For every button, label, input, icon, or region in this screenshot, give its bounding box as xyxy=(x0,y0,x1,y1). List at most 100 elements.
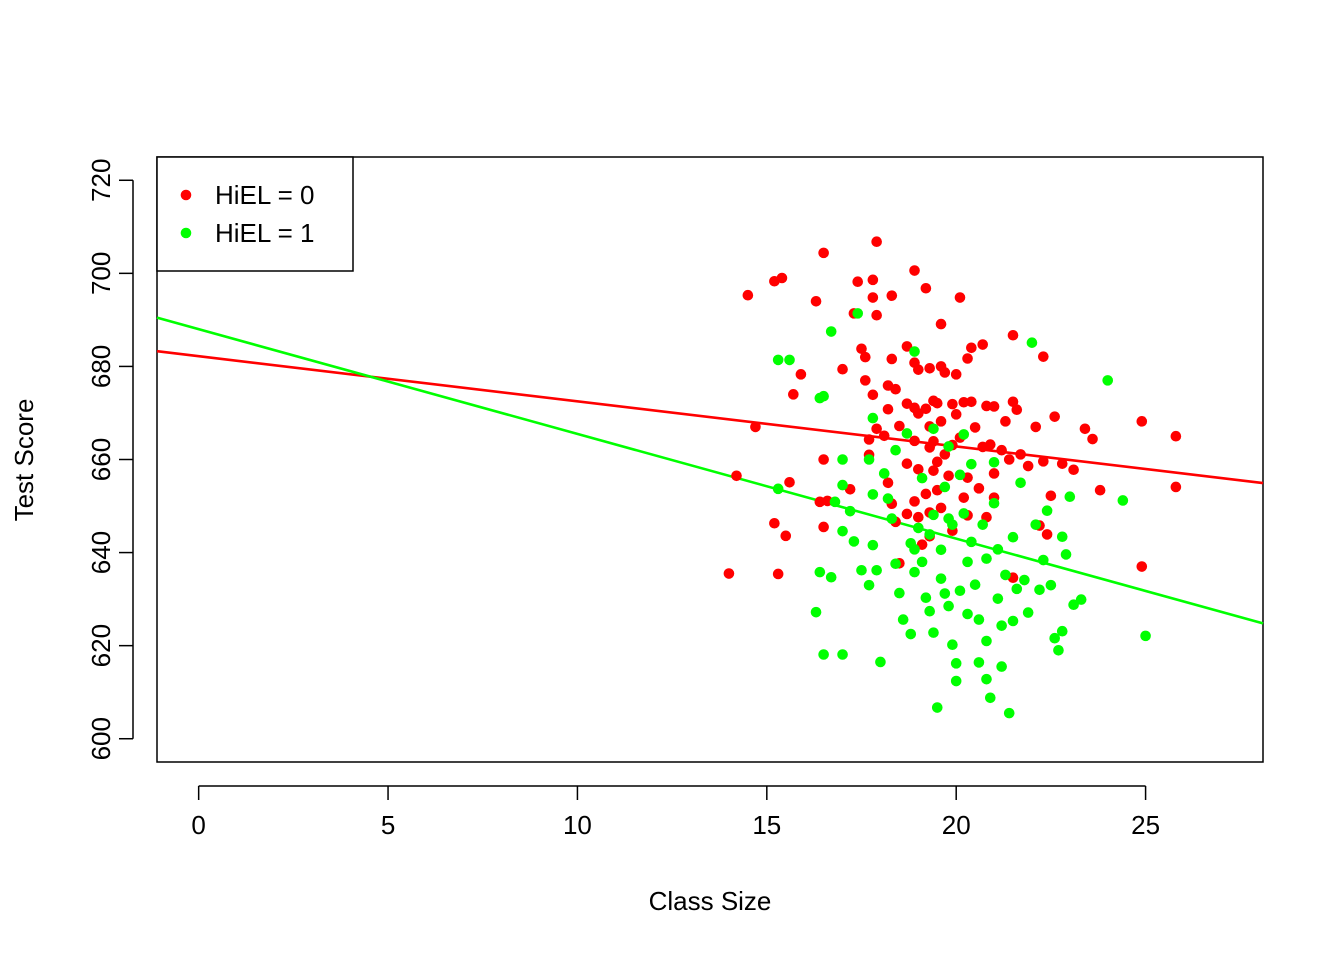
data-point xyxy=(1038,351,1049,362)
data-point xyxy=(950,658,962,669)
data-point xyxy=(1007,615,1019,627)
data-point xyxy=(954,585,966,597)
data-point xyxy=(788,389,799,400)
x-tick-label: 5 xyxy=(381,810,395,840)
data-point xyxy=(1140,630,1151,642)
data-point xyxy=(988,468,1000,479)
data-point xyxy=(992,544,1004,555)
data-point xyxy=(969,422,981,433)
data-point xyxy=(984,439,996,450)
data-point xyxy=(890,558,901,570)
data-point xyxy=(780,530,792,542)
data-point xyxy=(909,435,920,447)
data-point xyxy=(958,429,970,440)
data-point xyxy=(1041,529,1053,540)
data-point xyxy=(973,614,985,625)
data-point xyxy=(954,469,966,481)
regression-line xyxy=(156,316,1264,625)
data-point xyxy=(913,522,924,534)
y-axis-label: Test Score xyxy=(9,399,39,522)
data-point xyxy=(1045,490,1057,502)
data-point xyxy=(723,568,735,579)
data-point xyxy=(818,521,829,533)
data-point xyxy=(894,587,905,599)
data-point xyxy=(935,502,947,514)
data-point xyxy=(1000,416,1011,427)
data-point xyxy=(1094,484,1106,496)
data-point xyxy=(837,525,848,537)
data-point xyxy=(909,346,920,357)
data-point xyxy=(894,420,905,432)
data-point xyxy=(863,434,875,445)
legend-box xyxy=(156,156,354,272)
data-point xyxy=(916,472,928,484)
data-point xyxy=(909,265,920,276)
data-point xyxy=(818,247,829,259)
plot-frame xyxy=(156,156,1264,763)
data-point xyxy=(844,505,856,517)
fit-lines xyxy=(156,316,1264,625)
data-point xyxy=(1003,454,1015,465)
data-point xyxy=(935,416,947,427)
data-points xyxy=(723,236,1182,719)
regression-line xyxy=(156,349,1264,485)
data-point xyxy=(928,509,939,521)
data-point xyxy=(1053,645,1064,656)
data-point xyxy=(772,568,784,580)
data-point xyxy=(981,673,992,685)
data-point xyxy=(939,588,951,599)
data-point xyxy=(916,556,928,568)
data-point xyxy=(1170,430,1182,442)
data-point xyxy=(958,492,970,503)
data-point xyxy=(928,436,939,447)
data-point xyxy=(988,497,1000,509)
data-point xyxy=(890,383,901,395)
data-point xyxy=(882,493,894,504)
legend-label: HiEL = 1 xyxy=(215,218,314,248)
data-point xyxy=(928,465,939,476)
data-point xyxy=(750,421,761,433)
data-point xyxy=(1026,337,1038,348)
data-point xyxy=(996,444,1007,456)
data-point xyxy=(772,483,784,495)
data-point xyxy=(1102,375,1114,386)
data-point xyxy=(1007,329,1019,341)
data-point xyxy=(795,369,807,380)
data-point xyxy=(742,289,754,301)
data-point xyxy=(931,456,943,468)
data-point xyxy=(863,579,875,591)
data-point xyxy=(878,468,890,479)
data-point xyxy=(1117,495,1129,506)
data-point xyxy=(966,458,977,470)
data-point xyxy=(931,702,943,713)
data-point xyxy=(829,496,841,508)
data-point xyxy=(909,566,920,578)
data-point xyxy=(973,483,985,494)
y-tick-label: 620 xyxy=(86,624,116,667)
data-point xyxy=(905,628,917,640)
data-point xyxy=(867,292,879,303)
data-point xyxy=(1049,411,1060,422)
legend-marker xyxy=(180,189,192,201)
data-point xyxy=(958,396,970,408)
data-point xyxy=(1015,477,1026,489)
data-point xyxy=(772,354,784,366)
data-point xyxy=(1068,599,1079,610)
data-point xyxy=(950,675,962,687)
data-point xyxy=(935,573,947,584)
data-point xyxy=(901,341,913,352)
data-point xyxy=(867,489,879,500)
data-point xyxy=(852,276,864,288)
data-point xyxy=(867,389,879,401)
data-point xyxy=(848,536,860,547)
data-point xyxy=(769,517,780,529)
data-point xyxy=(882,403,894,415)
data-point xyxy=(1049,632,1060,644)
y-tick-label: 600 xyxy=(86,717,116,760)
data-point xyxy=(913,364,924,375)
data-point xyxy=(939,449,951,460)
y-tick-label: 680 xyxy=(86,345,116,388)
data-point xyxy=(1034,584,1045,596)
data-point xyxy=(1011,404,1023,416)
series-hiel-0 xyxy=(723,236,1182,584)
